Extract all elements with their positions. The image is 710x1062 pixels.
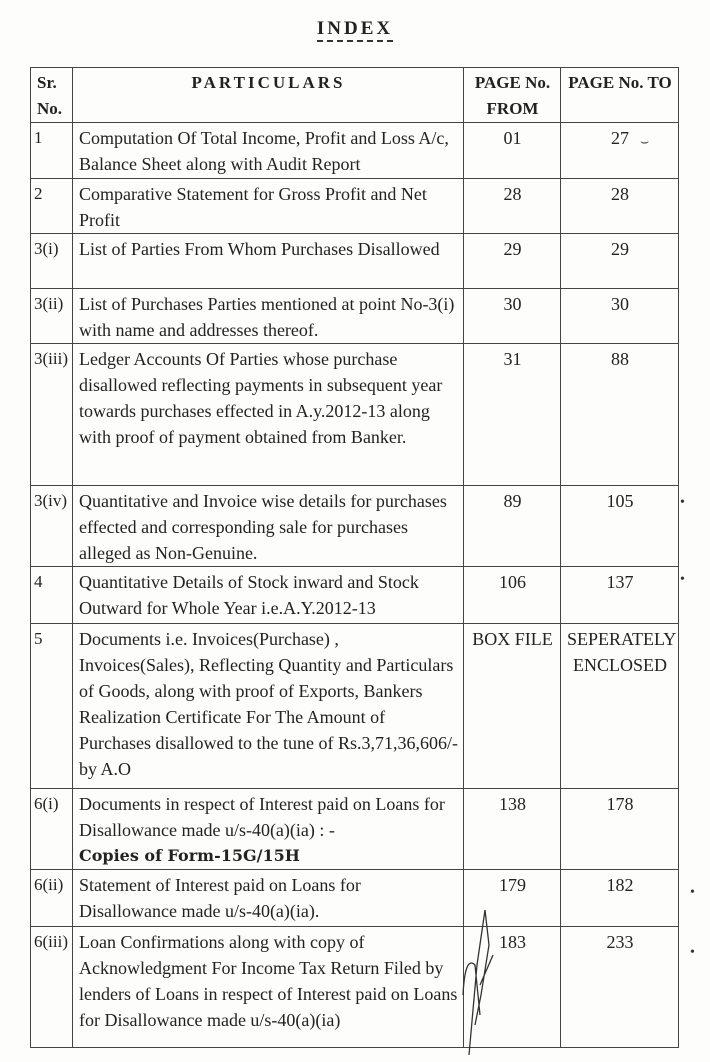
particulars-text: Quantitative and Invoice wise details fo… [79,491,447,563]
serial-number: 3(iii) [30,343,73,486]
particulars-cell: Quantitative and Invoice wise details fo… [72,485,464,567]
particulars-cell: Loan Confirmations along with copy of Ac… [72,926,464,1048]
page-from: 89 [463,485,561,567]
page-to: 88 [560,343,679,486]
table-row: 6(iii) Loan Confirmations along with copy… [30,926,679,1048]
index-table: Sr. No. PARTICULARS PAGE No. FROM PAGE N… [30,67,679,1048]
header-page-to: PAGE No. TO [560,67,679,123]
page-from: 30 [463,288,561,344]
serial-number: 2 [30,178,73,234]
serial-number: 3(i) [30,233,73,289]
table-row: 1 Computation Of Total Income, Profit and… [30,122,679,179]
header-sr: Sr. No. [30,67,73,123]
table-row: 6(i) Documents in respect of Interest pai… [30,788,679,870]
header-page-from: PAGE No. FROM [463,67,561,123]
tick-mark: ⌣ [640,135,650,150]
page-from: 106 [463,566,561,624]
table-row: 3(i) List of Parties From Whom Purchases … [30,233,679,289]
particulars-bold-text: Copies of Form-15G/15H [79,846,300,865]
signature [462,909,494,1056]
table-row: 4 Quantitative Details of Stock inward an… [30,566,679,624]
serial-number: 6(ii) [30,869,73,927]
serial-number: 5 [30,623,73,789]
header-row: Sr. No. PARTICULARS PAGE No. FROM PAGE N… [30,67,679,123]
particulars-cell: List of Purchases Parties mentioned at p… [72,288,464,344]
particulars-cell: Statement of Interest paid on Loans for … [72,869,464,927]
page-from: 179 [463,869,561,927]
particulars-cell: Ledger Accounts Of Parties whose purchas… [72,343,464,486]
table-row: 5 Documents i.e. Invoices(Purchase) , Inv… [30,623,679,789]
particulars-text: Quantitative Details of Stock inward and… [79,572,419,618]
table-row: 6(ii) Statement of Interest paid on Loans… [30,869,679,927]
page-to: 30 [560,288,679,344]
particulars-cell: List of Parties From Whom Purchases Disa… [72,233,464,289]
page-to: 178 [560,788,679,870]
page-from: 31 [463,343,561,486]
particulars-cell: Quantitative Details of Stock inward and… [72,566,464,624]
dot-mark: • [680,495,685,510]
page-to: 182 [560,869,679,927]
page-from: 28 [463,178,561,234]
page-to: 233 [560,926,679,1048]
particulars-text: Documents i.e. Invoices(Purchase) , Invo… [79,629,458,779]
header-particulars: PARTICULARS [72,67,464,123]
particulars-cell: Documents in respect of Interest paid on… [72,788,464,870]
page-from: BOX FILE [463,623,561,789]
particulars-text: Computation Of Total Income, Profit and … [79,128,449,174]
page-to: 105 [560,485,679,567]
particulars-cell: Computation Of Total Income, Profit and … [72,122,464,179]
page-to: 137 [560,566,679,624]
particulars-cell: Comparative Statement for Gross Profit a… [72,178,464,234]
serial-number: 1 [30,122,73,179]
serial-number: 6(i) [30,788,73,870]
dot-mark: • [680,572,685,587]
page-from: 29 [463,233,561,289]
particulars-text: Statement of Interest paid on Loans for … [79,875,361,921]
dot-mark: • [690,885,695,900]
page-to: 29 [560,233,679,289]
particulars-text: Comparative Statement for Gross Profit a… [79,184,427,230]
page-to: 28 [560,178,679,234]
particulars-text: Documents in respect of Interest paid on… [79,794,445,840]
dot-mark: • [690,945,695,960]
particulars-text: List of Parties From Whom Purchases Disa… [79,239,440,259]
serial-number: 6(iii) [30,926,73,1048]
particulars-text: Loan Confirmations along with copy of Ac… [79,932,458,1030]
table-row: 3(ii) List of Purchases Parties mentioned… [30,288,679,344]
particulars-text: List of Purchases Parties mentioned at p… [79,294,455,340]
page-from: 01 [463,122,561,179]
serial-number: 3(iv) [30,485,73,567]
serial-number: 4 [30,566,73,624]
page-to: 27 [560,122,679,179]
page-from: 183 [463,926,561,1048]
particulars-text: Ledger Accounts Of Parties whose purchas… [79,349,443,447]
table-row: 2 Comparative Statement for Gross Profit … [30,178,679,234]
page-to: SEPERATELY ENCLOSED [560,623,679,789]
serial-number: 3(ii) [30,288,73,344]
table-row: 3(iv) Quantitative and Invoice wise detai… [30,485,679,567]
page-from: 138 [463,788,561,870]
particulars-cell: Documents i.e. Invoices(Purchase) , Invo… [72,623,464,789]
table-row: 3(iii) Ledger Accounts Of Parties whose p… [30,343,679,486]
page-title: INDEX [0,18,710,42]
